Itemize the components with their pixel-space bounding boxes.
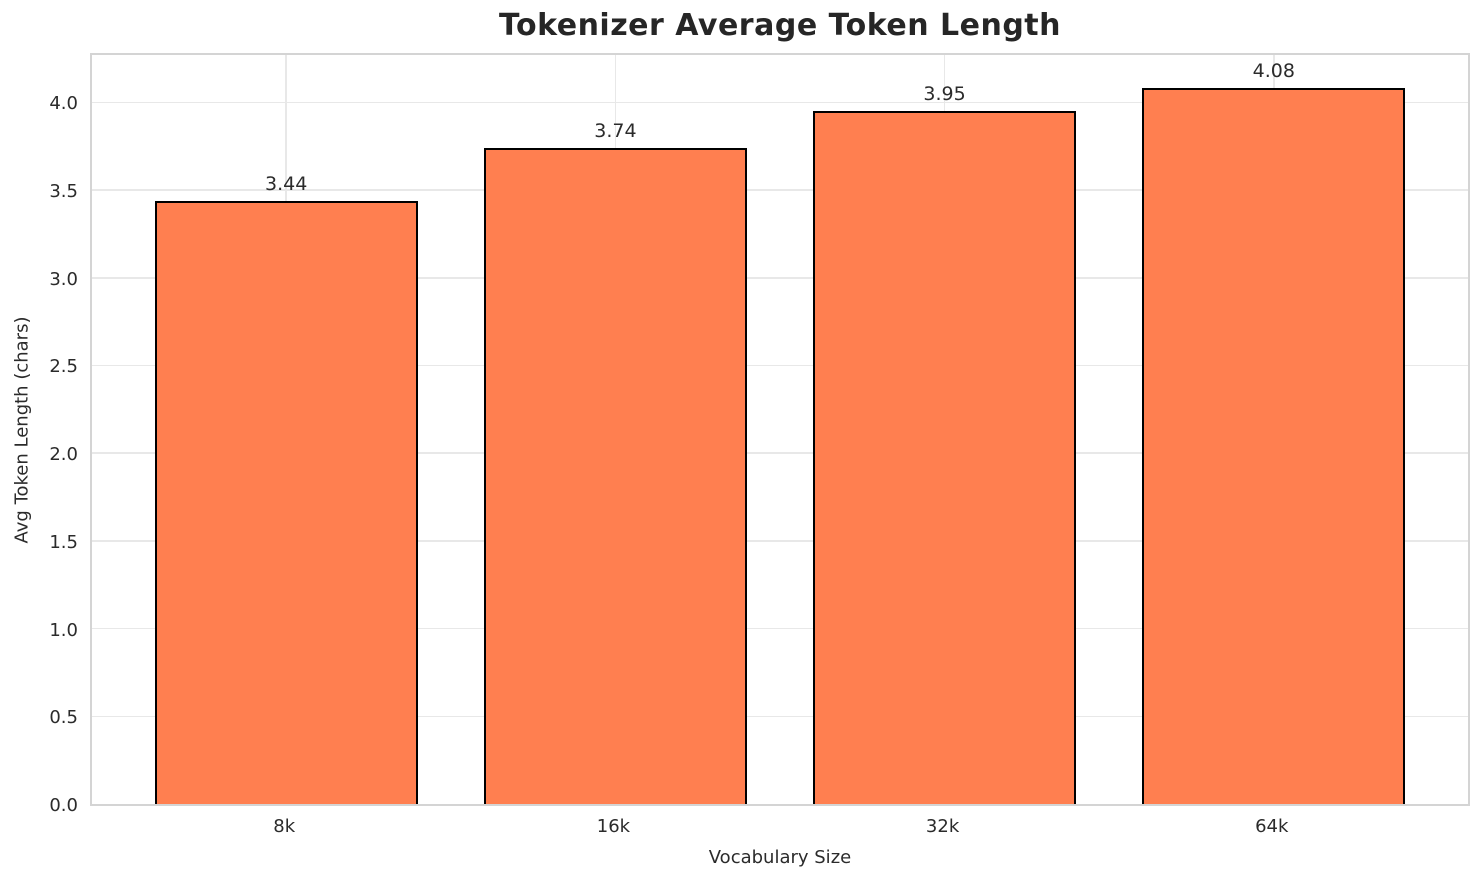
gridline-horizontal	[92, 101, 1468, 104]
gridline-horizontal	[92, 540, 1468, 542]
y-tick-label: 4.0	[49, 93, 78, 115]
x-tick-label: 16k	[596, 816, 631, 837]
gridline-horizontal	[92, 364, 1468, 367]
x-axis-label: Vocabulary Size	[708, 847, 852, 868]
plot-area: 3.44 3.74 3.95 4.08	[90, 53, 1470, 806]
bar-64k	[1142, 88, 1406, 804]
gridline-horizontal	[92, 277, 1468, 279]
chart-title: Tokenizer Average Token Length	[498, 8, 1061, 43]
bar-8k	[154, 200, 418, 804]
x-axis-tick-labels: 8k 16k 32k 64k	[90, 816, 1470, 842]
y-tick-label: 1.5	[49, 531, 78, 553]
bar-32k	[812, 111, 1077, 804]
bar-value-label: 4.08	[1252, 60, 1295, 83]
y-tick-label: 2.0	[49, 444, 78, 466]
y-tick-label: 3.5	[49, 181, 78, 203]
y-tick-label: 1.0	[49, 619, 78, 641]
y-tick-label: 3.0	[49, 268, 78, 290]
x-tick-label: 32k	[925, 816, 960, 837]
y-axis-tick-labels: 0.0 0.5 1.0 1.5 2.0 2.5 3.0 3.5 4.0	[0, 53, 78, 816]
bar-value-label: 3.74	[594, 119, 637, 142]
gridline-horizontal	[92, 715, 1468, 718]
bar-16k	[483, 147, 748, 804]
bar-value-label: 3.95	[923, 83, 966, 106]
gridline-horizontal	[92, 627, 1468, 630]
bar-value-label: 3.44	[265, 172, 308, 195]
y-tick-label: 0.0	[49, 795, 78, 816]
y-tick-label: 0.5	[49, 707, 78, 729]
gridline-horizontal	[92, 452, 1468, 454]
y-tick-label: 2.5	[49, 356, 78, 378]
x-tick-label: 64k	[1255, 816, 1289, 837]
gridline-horizontal	[92, 189, 1468, 191]
x-tick-label: 8k	[273, 816, 296, 837]
